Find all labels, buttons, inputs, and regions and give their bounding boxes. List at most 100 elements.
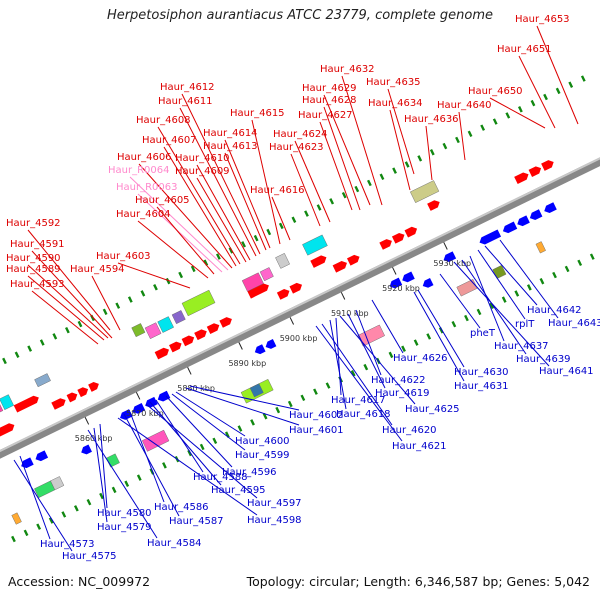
plus-strand-gene-label: Haur_4636 bbox=[404, 114, 459, 125]
tick-dot bbox=[241, 241, 246, 248]
tick-dot bbox=[27, 345, 33, 352]
plus-strand-gene-arrow bbox=[276, 289, 290, 300]
plus-strand-gene-arrow bbox=[88, 381, 99, 392]
tick-dot bbox=[526, 284, 532, 291]
tick-dot bbox=[115, 302, 121, 309]
tick-dot bbox=[203, 259, 209, 266]
plus-strand-gene-label: Haur_4615 bbox=[230, 108, 285, 119]
position-tick-label: 5870 kbp bbox=[126, 409, 164, 418]
cog-colour-box bbox=[456, 279, 478, 297]
minus-label-leader-line bbox=[477, 249, 526, 320]
tick-dot bbox=[250, 419, 255, 426]
tick-dot bbox=[426, 333, 432, 340]
plus-strand-gene-label: Haur_4635 bbox=[366, 77, 421, 88]
minus-label-leader-line bbox=[329, 319, 347, 410]
tick-dot bbox=[514, 290, 520, 297]
minus-strand-gene-label: Haur_4625 bbox=[405, 404, 460, 415]
tick-dot bbox=[552, 271, 557, 279]
minus-strand-gene-label: Haur_4586 bbox=[154, 502, 209, 513]
tick-dot bbox=[363, 363, 369, 371]
tick-dot bbox=[99, 492, 104, 500]
tick-dot bbox=[23, 529, 29, 537]
plus-label-leader-line bbox=[157, 126, 241, 265]
minus-label-leader-line bbox=[165, 395, 233, 468]
plus-strand-gene-arrow bbox=[247, 283, 269, 299]
scale-tick bbox=[392, 267, 397, 275]
feature-track-group bbox=[0, 75, 600, 543]
plus-strand-gene-label: Haur_4611 bbox=[158, 96, 213, 107]
plus-strand-gene-arrow bbox=[169, 341, 182, 353]
plus-strand-gene-arrow bbox=[310, 255, 327, 268]
tick-dot bbox=[77, 320, 83, 328]
cog-colour-box bbox=[0, 399, 4, 424]
plus-label-leader-line bbox=[181, 93, 261, 255]
tick-dot bbox=[300, 394, 306, 402]
minus-label-leader-line bbox=[347, 313, 386, 389]
tick-dot bbox=[153, 284, 158, 291]
minus-label-leader-line bbox=[171, 393, 246, 451]
tick-dot bbox=[341, 191, 347, 199]
scale-tick bbox=[187, 367, 192, 375]
plus-strand-gene-arrow bbox=[347, 254, 360, 266]
position-tick-label: 5890 kbp bbox=[228, 359, 266, 368]
plus-strand-gene-arrow bbox=[154, 347, 169, 360]
tick-dot bbox=[73, 505, 79, 512]
tick-dot bbox=[216, 253, 221, 260]
map-title: Herpetosiphon aurantiacus ATCC 23779, co… bbox=[106, 8, 494, 23]
tick-dot bbox=[36, 523, 42, 530]
plus-strand-gene-label: Haur_4634 bbox=[368, 98, 423, 109]
minus-label-leader-line bbox=[315, 325, 403, 442]
position-tick-label: 5920 kbp bbox=[382, 284, 420, 293]
plus-label-leader-line bbox=[91, 275, 121, 331]
tick-dot bbox=[429, 149, 435, 156]
position-tick-label: 5930 kbp bbox=[433, 259, 471, 268]
minus-strand-gene-label: Haur_4619 bbox=[375, 388, 430, 399]
minus-strand-gene-label: Haur_4620 bbox=[382, 425, 437, 436]
minus-label-leader-line bbox=[499, 239, 559, 319]
minus-strand-gene-label: Haur_4630 bbox=[454, 367, 509, 378]
tick-dot bbox=[580, 75, 586, 82]
minus-strand-gene-label: Haur_4641 bbox=[539, 366, 594, 377]
tick-dot bbox=[577, 259, 583, 267]
cog-colour-box bbox=[131, 323, 146, 338]
minus-strand-gene-label: Haur_4643 bbox=[548, 318, 600, 329]
minus-strand-gene-arrow bbox=[544, 202, 557, 213]
tick-dot bbox=[190, 265, 196, 273]
plus-label-leader-line bbox=[27, 275, 105, 341]
cog-colour-box bbox=[171, 310, 186, 325]
plus-strand-gene-label: Haur_4604 bbox=[116, 209, 171, 220]
plus-strand-gene-arrow bbox=[0, 423, 15, 439]
minus-strand-gene-label: Haur_4617 bbox=[331, 395, 386, 406]
tick-dot bbox=[11, 535, 16, 543]
plus-strand-gene-arrow bbox=[427, 200, 440, 211]
minus-strand-gene-label: Haur_4596 bbox=[222, 467, 277, 478]
tick-dot bbox=[162, 462, 167, 469]
scale-tick bbox=[340, 292, 346, 300]
plus-label-leader-line bbox=[341, 75, 383, 206]
minus-label-leader-line bbox=[321, 323, 393, 426]
tick-dot bbox=[543, 93, 548, 101]
cog-colour-box bbox=[105, 453, 120, 468]
tick-dot bbox=[476, 308, 482, 316]
tick-dot bbox=[237, 425, 243, 432]
tick-dot bbox=[102, 308, 108, 316]
minus-label-leader-line bbox=[87, 429, 158, 539]
tick-dot bbox=[65, 326, 70, 334]
tick-dot bbox=[568, 81, 574, 88]
plus-strand-gene-arrow bbox=[66, 392, 78, 403]
plus-label-leader-line bbox=[129, 176, 229, 271]
minus-strand-gene-label: Haur_4601 bbox=[289, 425, 344, 436]
plus-strand-gene-label: Haur_4623 bbox=[269, 142, 324, 153]
plus-label-leader-line bbox=[196, 164, 251, 261]
tick-dot bbox=[127, 296, 133, 303]
minus-label-leader-line bbox=[123, 413, 180, 517]
plus-strand-gene-label: Haur_4592 bbox=[6, 218, 61, 229]
plus-strand-gene-arrow bbox=[528, 166, 542, 178]
tick-dot bbox=[291, 216, 297, 223]
minus-label-leader-line bbox=[99, 423, 108, 509]
tick-dot bbox=[86, 498, 92, 506]
scale-tick bbox=[443, 242, 448, 250]
plus-label-leader-line bbox=[323, 106, 361, 211]
